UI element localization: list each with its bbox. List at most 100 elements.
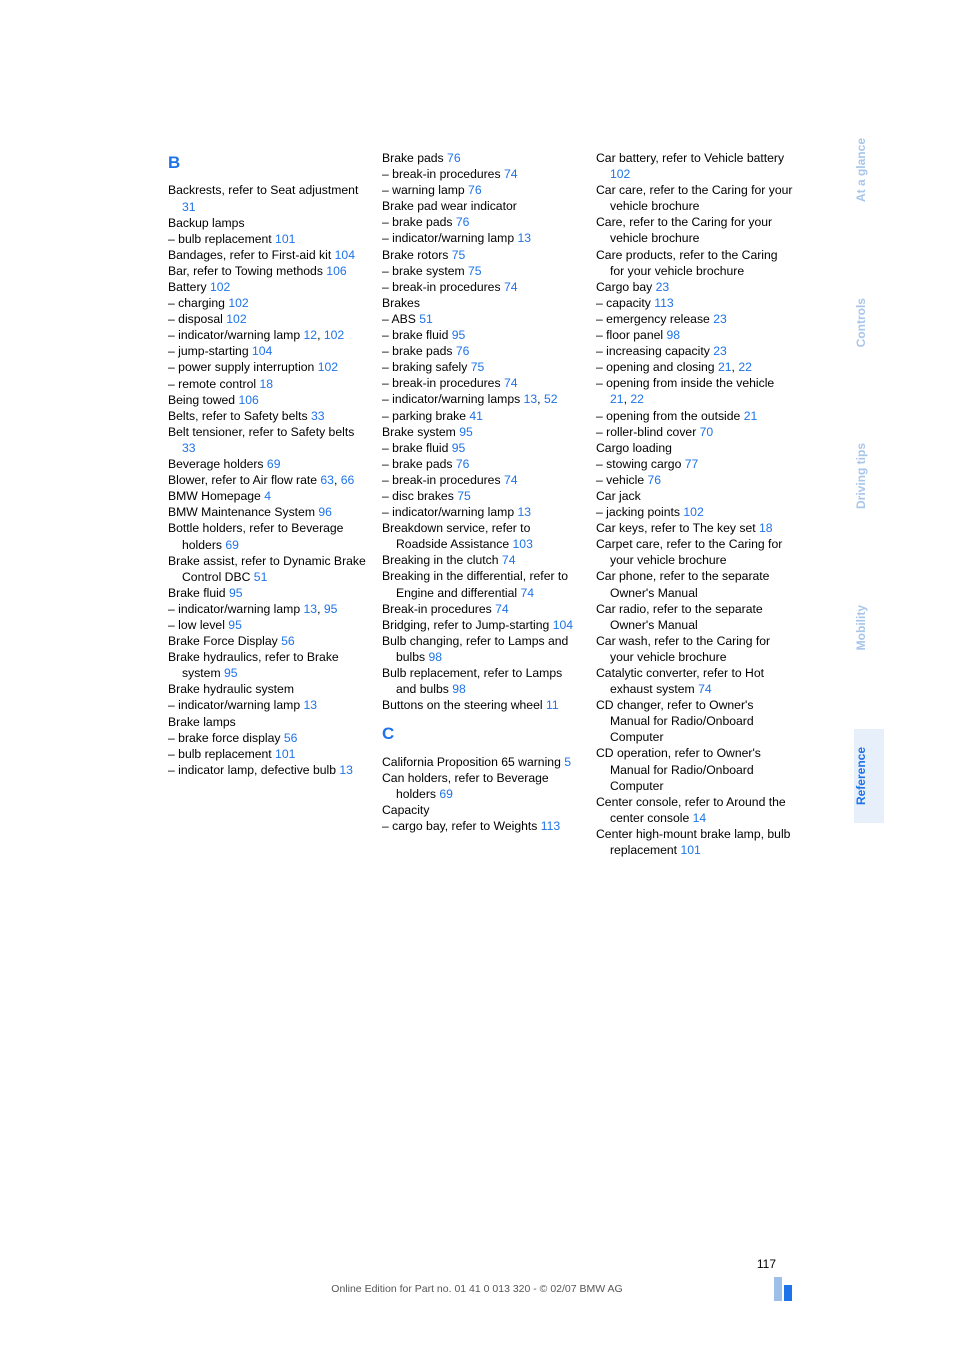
page-ref[interactable]: 95 bbox=[452, 328, 466, 342]
page-ref[interactable]: 95 bbox=[229, 586, 243, 600]
page-ref[interactable]: 13 bbox=[304, 602, 318, 616]
page-ref[interactable]: 75 bbox=[457, 489, 471, 503]
page-ref[interactable]: 104 bbox=[553, 618, 573, 632]
page-ref[interactable]: 74 bbox=[698, 682, 712, 696]
page-ref[interactable]: 98 bbox=[429, 650, 443, 664]
page-ref[interactable]: 33 bbox=[182, 441, 196, 455]
index-entry-text: – brake pads bbox=[382, 344, 456, 358]
page-ref[interactable]: 75 bbox=[468, 264, 482, 278]
page-ref[interactable]: 23 bbox=[656, 280, 670, 294]
page-ref[interactable]: 113 bbox=[654, 296, 673, 310]
index-entry: Brake pad wear indicator bbox=[382, 198, 580, 214]
tab-controls[interactable]: Controls bbox=[854, 280, 884, 365]
page-ref[interactable]: 14 bbox=[693, 811, 707, 825]
page-ref[interactable]: 95 bbox=[324, 602, 338, 616]
page-ref[interactable]: 18 bbox=[259, 377, 273, 391]
page-ref[interactable]: 75 bbox=[452, 248, 466, 262]
page-ref[interactable]: 33 bbox=[311, 409, 325, 423]
page-ref[interactable]: 101 bbox=[275, 747, 295, 761]
page-ref[interactable]: 98 bbox=[452, 682, 466, 696]
page-ref[interactable]: 101 bbox=[275, 232, 295, 246]
page-ref[interactable]: 66 bbox=[341, 473, 355, 487]
page-ref[interactable]: 98 bbox=[666, 328, 680, 342]
page-ref[interactable]: 13 bbox=[339, 763, 353, 777]
page-ref[interactable]: 69 bbox=[225, 538, 239, 552]
index-entry: Break-in procedures 74 bbox=[382, 601, 580, 617]
tab-reference[interactable]: Reference bbox=[854, 729, 884, 823]
page-ref[interactable]: 95 bbox=[224, 666, 238, 680]
index-entry-text: Brake hydraulics, refer to Brake system bbox=[168, 650, 339, 680]
page-ref[interactable]: 41 bbox=[469, 409, 483, 423]
page-ref[interactable]: 11 bbox=[546, 698, 559, 712]
page-ref[interactable]: 74 bbox=[504, 280, 518, 294]
index-entry: Backup lamps bbox=[168, 215, 366, 231]
page-ref[interactable]: 13 bbox=[518, 231, 532, 245]
page-ref[interactable]: 21 bbox=[610, 392, 624, 406]
page-ref[interactable]: 74 bbox=[504, 376, 518, 390]
page-ref[interactable]: 102 bbox=[683, 505, 703, 519]
page-ref[interactable]: 101 bbox=[680, 843, 700, 857]
index-entry-text: Breaking in the clutch bbox=[382, 553, 502, 567]
page-ref[interactable]: 77 bbox=[685, 457, 699, 471]
page-ref[interactable]: 95 bbox=[459, 425, 473, 439]
page-ref[interactable]: 74 bbox=[504, 167, 518, 181]
page-ref[interactable]: 74 bbox=[520, 586, 534, 600]
page-ref[interactable]: 106 bbox=[238, 393, 258, 407]
page-ref[interactable]: 103 bbox=[513, 537, 533, 551]
page-ref[interactable]: 21 bbox=[744, 409, 758, 423]
page-ref[interactable]: 70 bbox=[700, 425, 714, 439]
page-ref[interactable]: 74 bbox=[502, 553, 516, 567]
page-ref[interactable]: 102 bbox=[226, 312, 246, 326]
page-ref[interactable]: 106 bbox=[326, 264, 346, 278]
page-ref[interactable]: 113 bbox=[541, 819, 560, 833]
page-ref[interactable]: 22 bbox=[738, 360, 752, 374]
page-ref[interactable]: 76 bbox=[456, 215, 470, 229]
page-ref[interactable]: 21 bbox=[718, 360, 732, 374]
index-entry: – jump-starting 104 bbox=[168, 343, 366, 359]
page-ref[interactable]: 63 bbox=[320, 473, 334, 487]
page-ref[interactable]: 23 bbox=[713, 344, 727, 358]
page-ref[interactable]: 95 bbox=[228, 618, 242, 632]
page-ref[interactable]: 74 bbox=[495, 602, 509, 616]
page-ref[interactable]: 51 bbox=[254, 570, 268, 584]
page-ref[interactable]: 23 bbox=[713, 312, 727, 326]
page-ref[interactable]: 51 bbox=[419, 312, 433, 326]
page-ref[interactable]: 5 bbox=[564, 755, 571, 769]
page-ref[interactable]: 13 bbox=[524, 392, 538, 406]
page-ref[interactable]: 13 bbox=[518, 505, 532, 519]
page-ref[interactable]: 22 bbox=[630, 392, 644, 406]
page-ref[interactable]: 12 bbox=[304, 328, 318, 342]
page-ref[interactable]: 74 bbox=[504, 473, 518, 487]
page-ref[interactable]: 56 bbox=[281, 634, 295, 648]
page-ref[interactable]: 31 bbox=[182, 200, 196, 214]
index-entry-text: Car battery, refer to Vehicle battery bbox=[596, 151, 784, 165]
page-ref[interactable]: 102 bbox=[210, 280, 230, 294]
tab-at-a-glance[interactable]: At a glance bbox=[854, 120, 884, 220]
page-ref[interactable]: 102 bbox=[610, 167, 630, 181]
page-ref[interactable]: 76 bbox=[468, 183, 482, 197]
page-ref[interactable]: 76 bbox=[648, 473, 662, 487]
page-ref[interactable]: 52 bbox=[544, 392, 558, 406]
page-ref[interactable]: 13 bbox=[304, 698, 318, 712]
page-ref[interactable]: 102 bbox=[324, 328, 344, 342]
index-entry-text: – ABS bbox=[382, 312, 419, 326]
tab-driving-tips[interactable]: Driving tips bbox=[854, 425, 884, 527]
page-ref[interactable]: 76 bbox=[447, 151, 461, 165]
index-entry-text: Bulb changing, refer to Lamps and bulbs bbox=[382, 634, 568, 664]
page-ref[interactable]: 104 bbox=[252, 344, 272, 358]
tab-mobility[interactable]: Mobility bbox=[854, 587, 884, 668]
page-ref[interactable]: 102 bbox=[318, 360, 338, 374]
page-ref[interactable]: 4 bbox=[264, 489, 271, 503]
page-ref[interactable]: 76 bbox=[456, 344, 470, 358]
page-ref[interactable]: 102 bbox=[228, 296, 248, 310]
index-content: B Backrests, refer to Seat adjustment 31… bbox=[168, 150, 798, 858]
page-ref[interactable]: 76 bbox=[456, 457, 470, 471]
page-ref[interactable]: 95 bbox=[452, 441, 466, 455]
page-ref[interactable]: 18 bbox=[759, 521, 773, 535]
page-ref[interactable]: 69 bbox=[439, 787, 453, 801]
page-ref[interactable]: 56 bbox=[284, 731, 298, 745]
page-ref[interactable]: 104 bbox=[335, 248, 355, 262]
page-ref[interactable]: 69 bbox=[267, 457, 281, 471]
page-ref[interactable]: 96 bbox=[318, 505, 332, 519]
page-ref[interactable]: 75 bbox=[471, 360, 485, 374]
